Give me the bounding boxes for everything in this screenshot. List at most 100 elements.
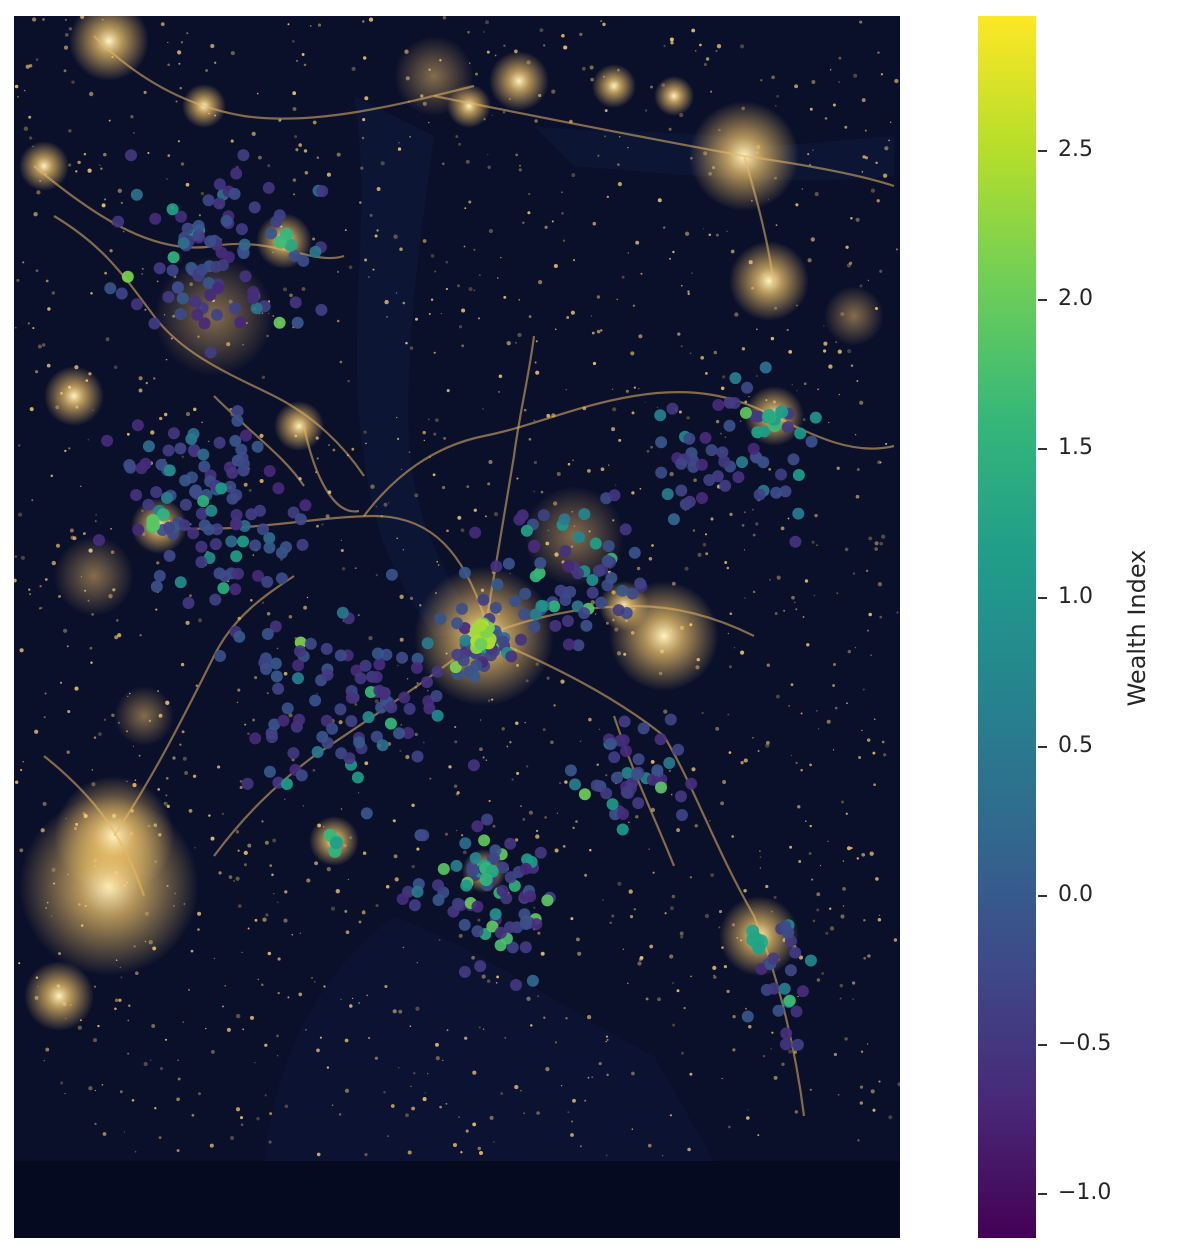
town-light xyxy=(839,983,844,988)
town-light xyxy=(247,927,250,930)
town-light xyxy=(481,974,486,979)
town-light xyxy=(640,272,643,275)
town-light xyxy=(87,599,90,602)
town-light xyxy=(406,677,409,680)
bay-area xyxy=(264,916,714,1161)
town-light xyxy=(851,981,856,985)
town-light xyxy=(233,880,235,882)
light-line xyxy=(113,575,295,837)
town-light xyxy=(45,1047,50,1052)
survey-point xyxy=(131,419,144,432)
town-light xyxy=(251,131,256,137)
town-light xyxy=(243,482,248,487)
town-light xyxy=(859,284,863,288)
town-light xyxy=(579,740,582,743)
town-light xyxy=(181,455,184,458)
town-light xyxy=(611,590,616,595)
city-light xyxy=(114,686,174,746)
survey-point xyxy=(712,399,725,411)
town-light xyxy=(405,754,410,760)
town-light xyxy=(858,756,862,759)
town-light xyxy=(518,298,521,301)
town-light xyxy=(110,527,113,530)
colorbar-label: Wealth Index xyxy=(1123,549,1151,707)
town-light xyxy=(540,490,544,494)
survey-point xyxy=(663,757,676,769)
town-light xyxy=(364,258,368,262)
town-light xyxy=(423,439,426,442)
town-light xyxy=(834,706,838,710)
town-light xyxy=(847,649,852,654)
survey-point xyxy=(213,197,226,210)
town-light xyxy=(69,1003,72,1007)
town-light xyxy=(415,1006,420,1011)
colorbar-tick-label: 0.0 xyxy=(1058,882,1093,908)
town-light xyxy=(144,911,149,916)
survey-point xyxy=(699,431,712,444)
town-light xyxy=(648,848,650,850)
town-light xyxy=(50,474,54,478)
town-light xyxy=(690,156,693,160)
town-light xyxy=(475,72,478,76)
survey-point xyxy=(130,188,143,201)
survey-point xyxy=(231,405,244,418)
town-light xyxy=(628,821,630,824)
town-light xyxy=(690,975,692,978)
survey-point xyxy=(237,149,250,162)
town-light xyxy=(213,957,216,960)
survey-point xyxy=(215,482,228,495)
town-light xyxy=(360,166,364,170)
city-light xyxy=(54,536,134,616)
town-light xyxy=(659,649,665,654)
town-light xyxy=(493,1141,495,1143)
town-light xyxy=(755,375,758,377)
town-light xyxy=(400,468,403,470)
town-light xyxy=(187,988,191,992)
town-light xyxy=(439,1105,442,1109)
town-light xyxy=(92,1038,98,1043)
survey-point xyxy=(605,737,617,750)
town-light xyxy=(60,681,62,684)
survey-point xyxy=(778,982,791,995)
survey-point xyxy=(167,251,180,264)
survey-point xyxy=(167,427,180,440)
town-light xyxy=(552,501,558,506)
survey-point xyxy=(519,587,532,600)
town-light xyxy=(325,514,330,519)
town-light xyxy=(460,528,465,533)
survey-point xyxy=(179,474,192,487)
town-light xyxy=(631,1071,635,1076)
town-light xyxy=(874,541,879,546)
town-light xyxy=(64,33,69,37)
survey-point xyxy=(229,583,242,596)
town-light xyxy=(604,135,607,138)
town-light xyxy=(269,1112,273,1116)
town-light xyxy=(445,260,449,264)
town-light xyxy=(441,162,445,166)
town-light xyxy=(488,228,494,234)
town-light xyxy=(888,139,890,142)
town-light xyxy=(881,534,886,539)
town-light xyxy=(604,109,608,113)
town-light xyxy=(38,607,42,610)
town-light xyxy=(269,864,273,867)
survey-point xyxy=(213,567,226,580)
town-light xyxy=(50,915,53,918)
town-light xyxy=(458,325,463,329)
town-light xyxy=(464,207,467,210)
town-light xyxy=(184,771,189,775)
town-light xyxy=(36,190,41,195)
town-light xyxy=(75,170,78,173)
town-light xyxy=(824,117,828,120)
town-light xyxy=(844,1037,848,1041)
town-light xyxy=(264,840,269,845)
town-light xyxy=(190,949,194,953)
town-light xyxy=(669,629,673,633)
town-light xyxy=(28,588,31,591)
town-light xyxy=(177,1059,179,1061)
town-light xyxy=(765,884,769,889)
town-light xyxy=(411,1106,416,1111)
survey-point xyxy=(655,466,668,479)
survey-point xyxy=(149,212,162,225)
town-light xyxy=(515,153,519,157)
